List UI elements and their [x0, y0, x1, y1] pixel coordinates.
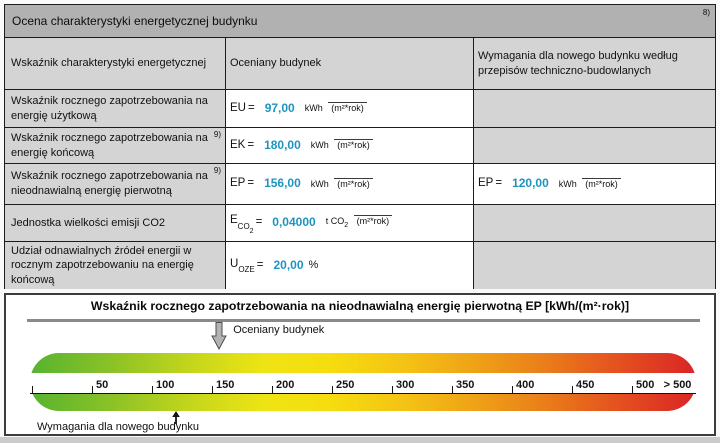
eu-value-line: EU = 97,00 kWh (m²*rok) — [230, 101, 372, 117]
scale-tick — [272, 386, 273, 393]
scale-tick-label: 200 — [276, 379, 295, 391]
scale-band: 50 100 150 200 250 300 350 400 450 500 > 500 — [30, 373, 696, 394]
ep-requirement-value: 120,00 — [512, 176, 549, 191]
symbol: U — [230, 258, 239, 271]
scale-tick-label: 250 — [336, 379, 355, 391]
symbol: EU — [230, 101, 246, 114]
header-evaluated-building: Oceniany budynek — [226, 38, 474, 89]
percent-suffix: % — [308, 259, 319, 272]
row-label: Udział odnawialnych źródeł energii w roc… — [11, 244, 194, 286]
title-footnote-mark: 8) — [702, 8, 710, 17]
ep-requirement-line: EP = 120,00 kWh (m²*rok) — [478, 176, 621, 192]
scale-tick — [572, 386, 573, 393]
up-arrow-icon — [172, 411, 180, 424]
co2-value-line: ECO2 = 0,04000 t CO2 (m²*rok) — [230, 213, 397, 235]
row-footnote-mark: 9) — [213, 130, 221, 139]
table-row-eu: Wskaźnik rocznego zapotrzebowania na ene… — [5, 90, 715, 128]
header-indicator: Wskaźnik charakterystyki energetycznej — [5, 38, 226, 89]
chart-title: Wskaźnik rocznego zapotrzebowania na nie… — [90, 299, 630, 313]
row-label: Wskaźnik rocznego zapotrzebowania na ene… — [11, 94, 208, 122]
chart-title-rule — [27, 319, 700, 322]
unit-fraction: kWh (m²*rok) — [556, 177, 621, 190]
equals-sign: = — [247, 101, 255, 114]
scale-tick-label: 500 — [636, 379, 655, 391]
requirement-cell-empty — [474, 128, 715, 163]
row-label: Jednostka wielkości emisji CO2 — [11, 216, 166, 229]
eu-value: 97,00 — [264, 100, 295, 115]
co2-value: 0,04000 — [272, 215, 316, 230]
ek-value-line: EK = 180,00 kWh (m²*rok) — [230, 138, 378, 154]
scale-tick — [92, 386, 93, 393]
scale-tick — [152, 386, 153, 393]
unit-fraction: kWh (m²*rok) — [308, 139, 373, 151]
unit-fraction: t CO2 (m²*rok) — [323, 214, 393, 230]
scale-tick — [392, 386, 393, 393]
requirement-cell-empty — [474, 205, 715, 241]
energy-assessment-table: Ocena charakterystyki energetycznej budy… — [4, 4, 716, 289]
equals-sign: = — [255, 216, 263, 229]
scale-tick — [332, 386, 333, 393]
table-title: Ocena charakterystyki energetycznej budy… — [12, 14, 258, 28]
table-header-row: Wskaźnik charakterystyki energetycznej O… — [5, 38, 715, 90]
scale-tick-label: 300 — [396, 379, 415, 391]
scale-tick — [632, 386, 633, 393]
row-label: Wskaźnik rocznego zapotrzebowania na nie… — [11, 170, 208, 197]
scale-tick-label: > 500 — [663, 379, 692, 391]
scale-tick-label: 450 — [576, 379, 595, 391]
table-title-bar: Ocena charakterystyki energetycznej budy… — [5, 5, 715, 38]
table-row-uoze: Udział odnawialnych źródeł energii w roc… — [5, 242, 715, 289]
ek-value: 180,00 — [264, 137, 301, 152]
uoze-value: 20,00 — [273, 257, 304, 272]
scale-tick-label: 100 — [156, 379, 175, 391]
symbol: EP — [478, 177, 494, 190]
ep-scale-chart: Wskaźnik rocznego zapotrzebowania na nie… — [4, 293, 716, 436]
scale-tick — [32, 386, 33, 393]
building-marker: Oceniany budynek — [211, 322, 324, 350]
unit-fraction: kWh (m²*rok) — [308, 177, 373, 190]
requirement-cell-empty — [474, 242, 715, 289]
requirement-cell-empty — [474, 90, 715, 127]
scale-tick-label: 350 — [456, 379, 475, 391]
scale-tick — [212, 386, 213, 393]
symbol: EP — [230, 177, 246, 190]
uoze-value-line: UOZE = 20,00 % — [230, 257, 319, 275]
ep-value: 156,00 — [264, 176, 301, 191]
requirement-marker-label: Wymagania dla nowego budynku — [37, 421, 199, 433]
scale-tick-label: 150 — [216, 379, 235, 391]
row-label: Wskaźnik rocznego zapotrzebowania na ene… — [11, 131, 208, 159]
row-footnote-mark: 9) — [213, 166, 221, 175]
down-arrow-icon — [211, 322, 228, 350]
scale-tick-label: 400 — [516, 379, 535, 391]
energy-gradient-bar: 50 100 150 200 250 300 350 400 450 500 > 500 — [30, 353, 696, 411]
scale-tick — [512, 386, 513, 393]
equals-sign: = — [247, 138, 255, 151]
table-row-ep: Wskaźnik rocznego zapotrzebowania na nie… — [5, 164, 715, 205]
ep-value-line: EP = 156,00 kWh (m²*rok) — [230, 176, 378, 192]
equals-sign: = — [256, 258, 264, 271]
table-row-ek: Wskaźnik rocznego zapotrzebowania na ene… — [5, 128, 715, 164]
symbol: E — [230, 214, 238, 227]
symbol: EK — [230, 138, 246, 151]
scale-tick — [452, 386, 453, 393]
equals-sign: = — [247, 177, 255, 190]
requirement-arrow — [171, 411, 181, 429]
header-requirements: Wymagania dla nowego budynku według prze… — [474, 38, 715, 89]
unit-fraction: kWh (m²*rok) — [302, 102, 367, 114]
equals-sign: = — [495, 177, 503, 190]
building-marker-label: Oceniany budynek — [233, 324, 325, 336]
window-bottom-strip — [0, 437, 720, 443]
table-row-co2: Jednostka wielkości emisji CO2 ECO2 = 0,… — [5, 205, 715, 242]
scale-tick-label: 50 — [96, 379, 109, 391]
